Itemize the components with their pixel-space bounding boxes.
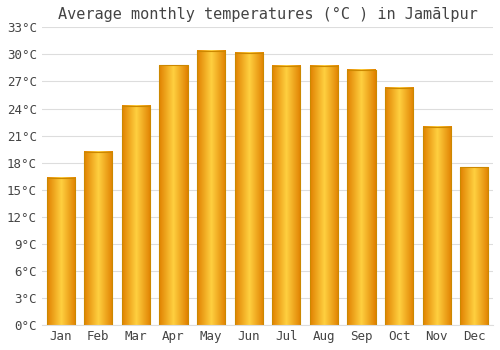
Title: Average monthly temperatures (°C ) in Jamālpur: Average monthly temperatures (°C ) in Ja… (58, 7, 478, 22)
